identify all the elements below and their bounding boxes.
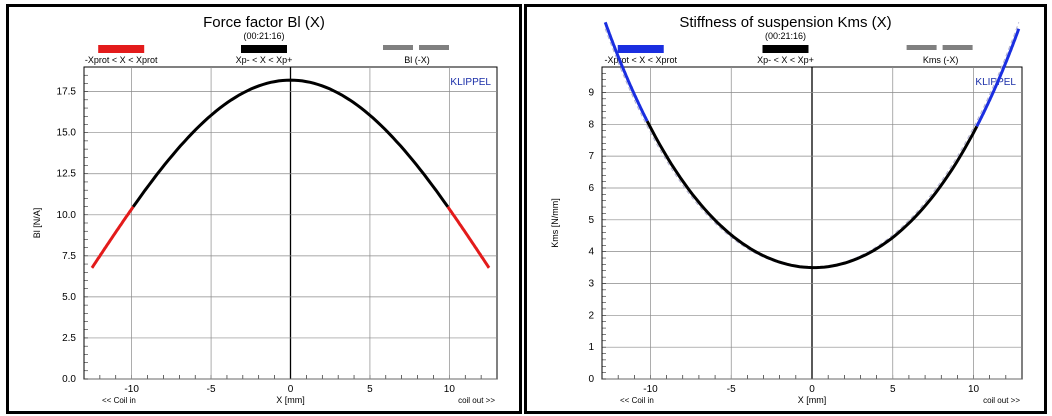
- brand-label: KLIPPEL: [450, 77, 491, 88]
- legend-swatch: [617, 45, 664, 53]
- x-axis-label: X [mm]: [798, 395, 827, 405]
- kms-chart: Stiffness of suspension Kms (X)(00:21:16…: [550, 14, 1023, 405]
- series-inner-line: [131, 78, 450, 208]
- series-outer-line-left: [90, 205, 135, 269]
- x-tick-label: 0: [809, 384, 815, 395]
- y-tick-label: 2.5: [62, 333, 76, 344]
- y-tick-label: 2: [588, 310, 594, 321]
- x-axis-label-right: coil out >>: [458, 396, 495, 405]
- y-tick-label: 7.5: [62, 251, 76, 262]
- x-axis-label-left: << Coil in: [102, 396, 136, 405]
- legend-label: Bl (-X): [404, 55, 430, 65]
- kms-chart-panel: Stiffness of suspension Kms (X) (00:21:16…: [524, 4, 1047, 414]
- y-tick-label: 5.0: [62, 292, 76, 303]
- y-tick-label: 12.5: [57, 169, 77, 180]
- x-tick-label: 10: [968, 384, 980, 395]
- chart-title: Stiffness of suspension Kms (X): [679, 14, 891, 31]
- legend-label: Xp- < X < Xp+: [236, 55, 293, 65]
- y-tick-label: 1: [588, 342, 594, 353]
- x-axis-label-left: << Coil in: [620, 396, 654, 405]
- x-tick-label: -5: [207, 384, 216, 395]
- bl-chart: Force factor Bl (X)(00:21:16) -Xprot < X …: [32, 14, 498, 405]
- chart-title: Force factor Bl (X): [203, 14, 325, 31]
- legend-swatch: [762, 45, 809, 53]
- x-tick-label: -10: [124, 384, 139, 395]
- series-outer-line-left: [603, 21, 649, 122]
- x-axis-label-right: coil out >>: [983, 396, 1020, 405]
- y-axis-label: Kms [N/mm]: [550, 198, 560, 248]
- y-tick-label: 17.5: [57, 87, 77, 98]
- legend-label: Xp- < X < Xp+: [757, 55, 814, 65]
- legend-swatch: [906, 45, 937, 50]
- y-tick-label: 7: [588, 151, 594, 162]
- y-tick-label: 9: [588, 87, 594, 98]
- x-tick-label: 0: [288, 384, 294, 395]
- chart-subtitle: (00:21:16): [243, 31, 284, 41]
- bl-chart-panel: Force factor Bl (X) (00:21:16) -Xprot < X …: [6, 4, 522, 414]
- series-inner-line: [645, 120, 979, 270]
- x-tick-label: -10: [643, 384, 658, 395]
- x-tick-label: -5: [727, 384, 736, 395]
- legend-swatch: [383, 45, 413, 50]
- y-tick-label: 5: [588, 215, 594, 226]
- y-tick-label: 4: [588, 247, 594, 258]
- y-tick-label: 0.0: [62, 374, 76, 385]
- x-tick-label: 5: [890, 384, 896, 395]
- y-tick-label: 6: [588, 183, 594, 194]
- chart-subtitle: (00:21:16): [765, 31, 806, 41]
- legend-swatch: [241, 45, 287, 53]
- legend-label: -Xprot < X < Xprot: [85, 55, 158, 65]
- y-axis-label: Bl [N/A]: [32, 208, 42, 239]
- legend-label: -Xprot < X < Xprot: [604, 55, 677, 65]
- series-outer-line-right: [975, 28, 1021, 128]
- y-tick-label: 3: [588, 278, 594, 289]
- series-mirror-line: [604, 22, 1020, 269]
- legend-label: Kms (-X): [923, 55, 959, 65]
- series-outer-line-right: [446, 205, 491, 269]
- y-tick-label: 15.0: [57, 128, 77, 139]
- legend-swatch: [98, 45, 145, 53]
- legend-swatch: [942, 45, 973, 50]
- legend-swatch: [419, 45, 449, 50]
- x-axis-label: X [mm]: [276, 395, 305, 405]
- y-tick-label: 0: [588, 374, 594, 385]
- x-tick-label: 10: [444, 384, 456, 395]
- y-tick-label: 8: [588, 119, 594, 130]
- y-tick-label: 10.0: [57, 210, 77, 221]
- x-tick-label: 5: [367, 384, 373, 395]
